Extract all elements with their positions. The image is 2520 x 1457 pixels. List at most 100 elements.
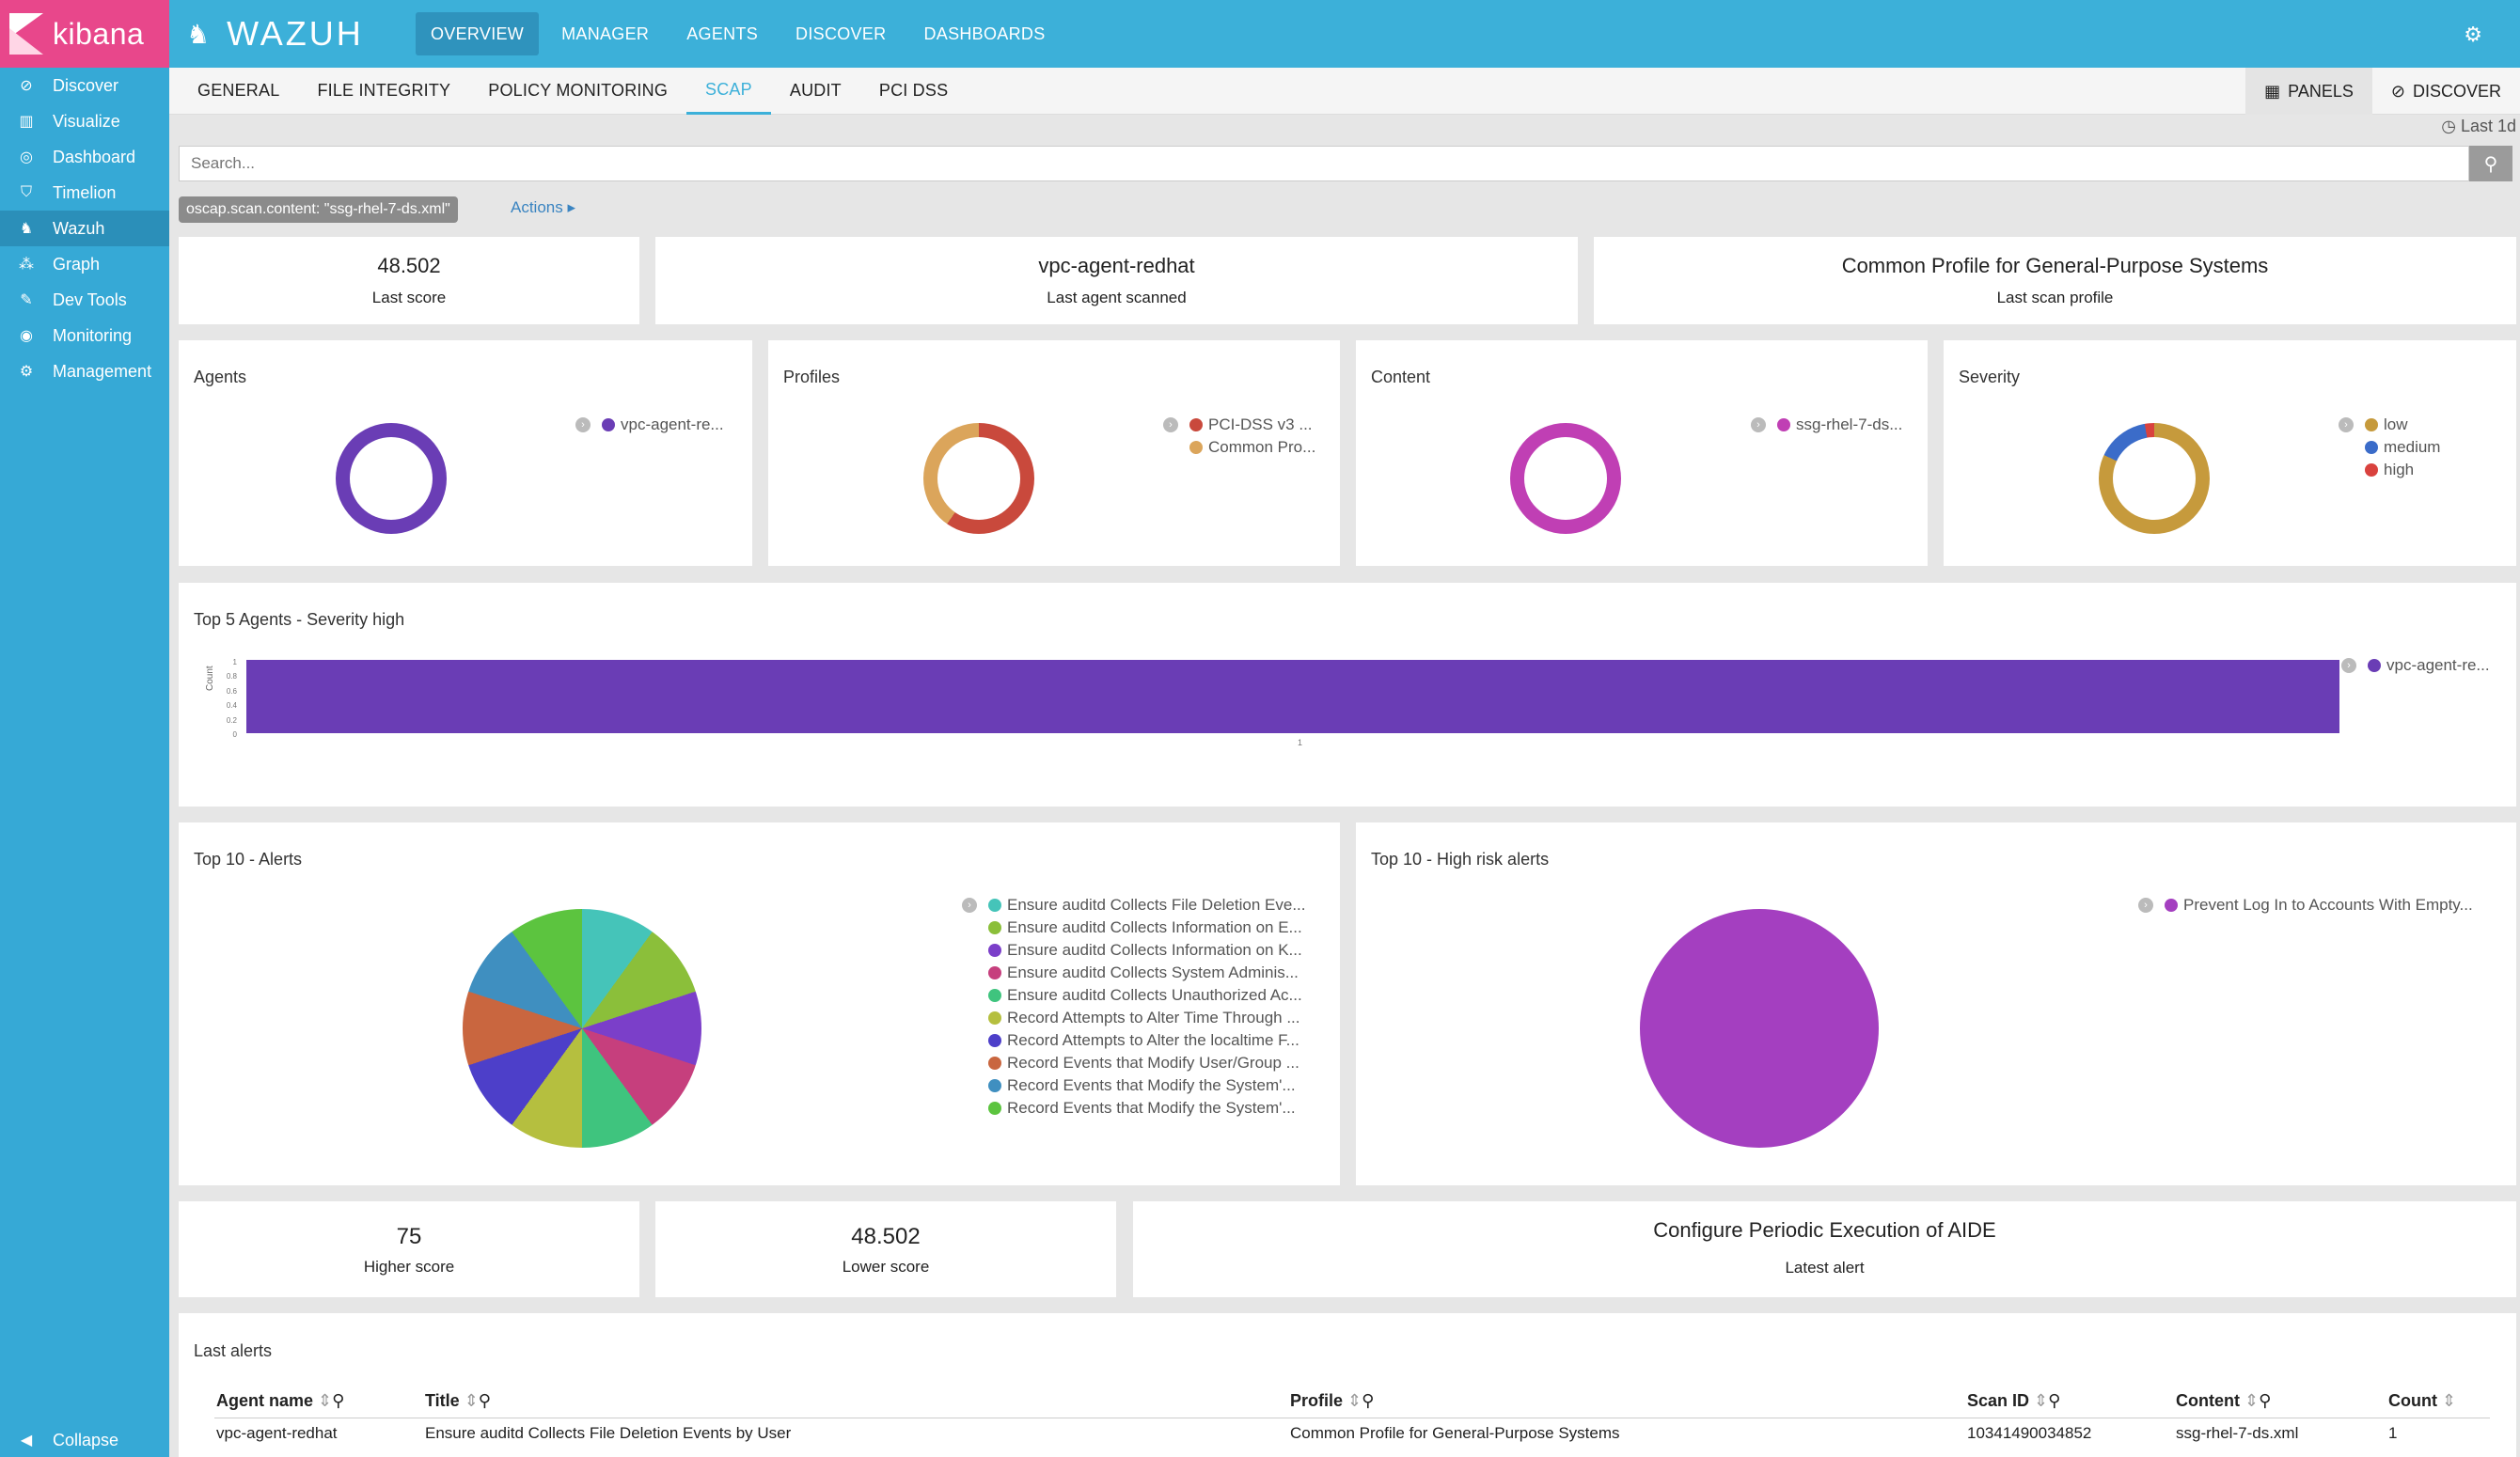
kibana-brand[interactable]: kibana xyxy=(0,0,169,68)
legend-item[interactable]: Ensure auditd Collects System Adminis... xyxy=(962,962,1306,984)
legend-item[interactable]: Ensure auditd Collects Unauthorized Ac..… xyxy=(962,984,1306,1007)
legend-item[interactable]: high xyxy=(2339,459,2440,481)
search-icon[interactable]: ⚲ xyxy=(2048,1391,2061,1410)
legend-item[interactable]: Record Attempts to Alter the localtime F… xyxy=(962,1029,1306,1052)
legend-item[interactable]: Record Events that Modify the System'... xyxy=(962,1097,1306,1120)
discover-button[interactable]: ⊘ DISCOVER xyxy=(2372,68,2520,115)
search-input[interactable] xyxy=(179,146,2469,181)
column-header-count[interactable]: Count ⇕ xyxy=(2388,1391,2456,1411)
search-icon[interactable]: ⚲ xyxy=(1362,1391,1375,1410)
filter-actions-link[interactable]: Actions ▸ xyxy=(511,198,575,217)
profiles-panel: Profiles › PCI-DSS v3 ... Common Pro... xyxy=(768,340,1340,566)
sidebar-item-label: Visualize xyxy=(53,111,120,131)
sidebar-item-label: Dashboard xyxy=(53,147,136,166)
column-header-agent-name[interactable]: Agent name ⇕⚲ xyxy=(216,1391,344,1411)
clock-icon: ◷ xyxy=(2441,117,2461,135)
compass-icon: ⊘ xyxy=(2390,81,2405,101)
legend-item[interactable]: › vpc-agent-re... xyxy=(2341,654,2490,677)
sort-icon[interactable]: ⇕ xyxy=(2244,1391,2260,1410)
sidebar-item-visualize[interactable]: ▥ Visualize xyxy=(0,103,169,139)
sidebar-item-monitoring[interactable]: ◉ Monitoring xyxy=(0,318,169,353)
legend-item[interactable]: Ensure auditd Collects Information on K.… xyxy=(962,939,1306,962)
tab-agents[interactable]: AGENTS xyxy=(686,24,759,43)
panel-title: Profiles xyxy=(783,368,841,386)
sort-icon[interactable]: ⇕ xyxy=(464,1391,479,1410)
profiles-donut[interactable] xyxy=(923,423,1034,534)
tab-discover[interactable]: DISCOVER xyxy=(795,24,887,43)
legend-toggle-icon[interactable]: › xyxy=(962,898,977,913)
legend-item[interactable]: › Ensure auditd Collects File Deletion Ev… xyxy=(962,894,1306,916)
legend-label: Record Attempts to Alter Time Through ..… xyxy=(1007,1009,1300,1026)
legend-item[interactable]: › ssg-rhel-7-ds... xyxy=(1751,414,1902,436)
legend-item[interactable]: › low xyxy=(2339,414,2440,436)
subtab-file-integrity[interactable]: FILE INTEGRITY xyxy=(317,81,451,100)
legend-item[interactable]: Record Attempts to Alter Time Through ..… xyxy=(962,1007,1306,1029)
legend-toggle-icon[interactable]: › xyxy=(575,417,591,432)
sort-icon[interactable]: ⇕ xyxy=(1347,1391,1362,1410)
sidebar-item-dev-tools[interactable]: ✎ Dev Tools xyxy=(0,282,169,318)
sidebar-item-discover[interactable]: ⊘ Discover xyxy=(0,68,169,103)
legend-label: Record Events that Modify the System'... xyxy=(1007,1099,1296,1117)
sidebar-item-label: Discover xyxy=(53,75,119,95)
subtab-scap[interactable]: SCAP xyxy=(686,68,771,115)
column-label: Content xyxy=(2176,1391,2240,1410)
top10-alerts-pie[interactable] xyxy=(463,909,701,1148)
column-header-profile[interactable]: Profile ⇕⚲ xyxy=(1290,1391,1374,1411)
bar-vpc-agent-redhat[interactable] xyxy=(246,660,2339,733)
severity-donut[interactable] xyxy=(2099,423,2210,534)
legend-item[interactable]: › Prevent Log In to Accounts With Empty..… xyxy=(2138,894,2473,916)
legend-item[interactable]: medium xyxy=(2339,436,2440,459)
column-header-title[interactable]: Title ⇕⚲ xyxy=(425,1391,491,1411)
caret-right-icon: ▸ xyxy=(567,198,576,216)
high-risk-pie[interactable] xyxy=(1640,909,1879,1148)
tab-manager[interactable]: MANAGER xyxy=(561,24,650,43)
metric-label: Latest alert xyxy=(1785,1259,1865,1277)
sidebar-item-management[interactable]: ⚙ Management xyxy=(0,353,169,389)
time-picker[interactable]: ◷ Last 1d xyxy=(2441,117,2516,136)
x-tick: 1 xyxy=(1298,738,1303,747)
legend-item[interactable]: › PCI-DSS v3 ... xyxy=(1163,414,1315,436)
subtab-general[interactable]: GENERAL xyxy=(197,81,280,100)
legend-toggle-icon[interactable]: › xyxy=(1163,417,1178,432)
collapse-button[interactable]: ◀ Collapse xyxy=(0,1423,169,1457)
legend-item[interactable]: Record Events that Modify User/Group ... xyxy=(962,1052,1306,1074)
column-header-content[interactable]: Content ⇕⚲ xyxy=(2176,1391,2271,1411)
legend-item[interactable]: Ensure auditd Collects Information on E.… xyxy=(962,916,1306,939)
legend-toggle-icon[interactable]: › xyxy=(2339,417,2354,432)
search-icon[interactable]: ⚲ xyxy=(2259,1391,2272,1410)
metric-label: Last scan profile xyxy=(1996,289,2114,306)
panel-title: Content xyxy=(1371,368,1431,386)
tab-overview[interactable]: OVERVIEW xyxy=(416,12,540,55)
wazuh-logo[interactable]: ♞ WAZUH xyxy=(169,14,416,54)
wazuh-name: WAZUH xyxy=(227,14,364,53)
sidebar-item-graph[interactable]: ⁂ Graph xyxy=(0,246,169,282)
legend-item[interactable]: Common Pro... xyxy=(1163,436,1315,459)
search-icon[interactable]: ⚲ xyxy=(478,1391,491,1410)
settings-gear-icon[interactable]: ⚙ xyxy=(2464,23,2482,46)
sort-icon[interactable]: ⇕ xyxy=(2034,1391,2049,1410)
panels-button[interactable]: ▦ PANELS xyxy=(2245,68,2372,115)
subtab-policy-monitoring[interactable]: POLICY MONITORING xyxy=(488,81,669,100)
content-donut[interactable] xyxy=(1510,423,1621,534)
search-button[interactable]: ⚲ xyxy=(2469,146,2512,181)
legend-toggle-icon[interactable]: › xyxy=(2341,658,2356,673)
legend-toggle-icon[interactable]: › xyxy=(1751,417,1766,432)
tab-dashboards[interactable]: DASHBOARDS xyxy=(923,24,1046,43)
legend-toggle-icon[interactable]: › xyxy=(2138,898,2153,913)
top5-agents-panel: Top 5 Agents - Severity high Count 1 0.8… xyxy=(179,583,2516,807)
sidebar-item-dashboard[interactable]: ◎ Dashboard xyxy=(0,139,169,175)
filter-pill[interactable]: oscap.scan.content: "ssg-rhel-7-ds.xml" xyxy=(179,196,458,223)
subtab-pci-dss[interactable]: PCI DSS xyxy=(878,81,949,100)
sort-icon[interactable]: ⇕ xyxy=(318,1391,333,1410)
sort-icon[interactable]: ⇕ xyxy=(2442,1391,2457,1410)
subtab-audit[interactable]: AUDIT xyxy=(789,81,842,100)
sidebar: kibana ⊘ Discover ▥ Visualize ◎ Dashboard ⛉… xyxy=(0,0,169,1457)
search-icon[interactable]: ⚲ xyxy=(332,1391,345,1410)
sidebar-item-wazuh[interactable]: ♞ Wazuh xyxy=(0,211,169,246)
legend-item[interactable]: Record Events that Modify the System'... xyxy=(962,1074,1306,1097)
agents-donut[interactable] xyxy=(336,423,447,534)
column-header-scan-id[interactable]: Scan ID ⇕⚲ xyxy=(1967,1391,2060,1411)
sidebar-item-timelion[interactable]: ⛉ Timelion xyxy=(0,175,169,211)
legend-item[interactable]: › vpc-agent-re... xyxy=(575,414,724,436)
cell-content: ssg-rhel-7-ds.xml xyxy=(2176,1424,2299,1442)
